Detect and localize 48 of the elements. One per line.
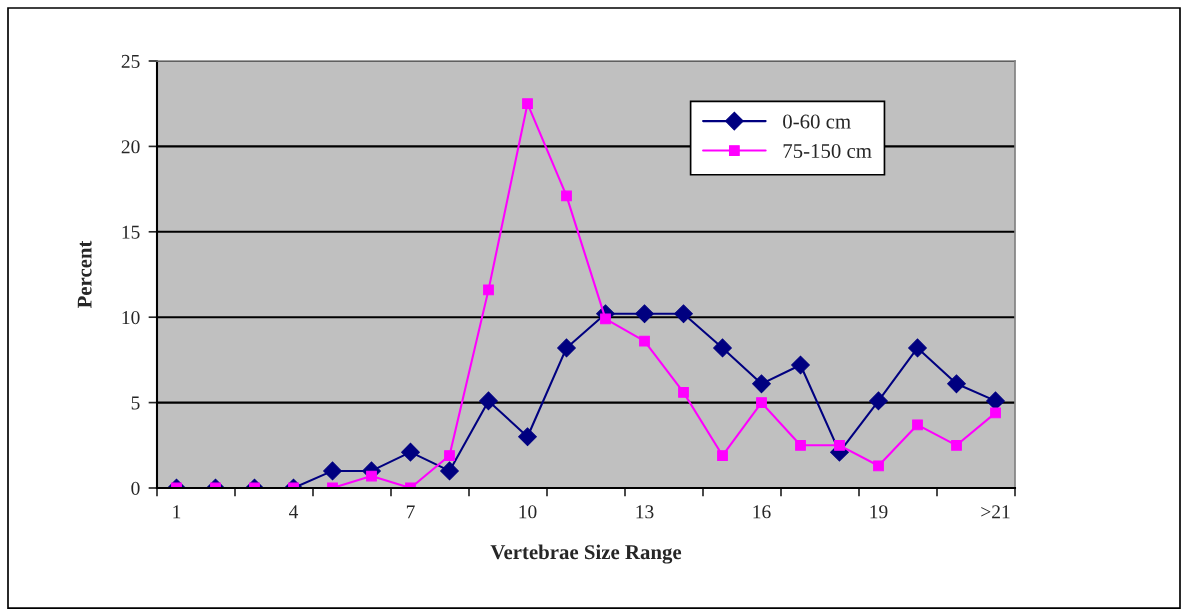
point bbox=[483, 284, 494, 296]
x-tick-label: 10 bbox=[519, 505, 537, 519]
legend-label: 75-150 cm bbox=[783, 143, 872, 159]
x-tick-label: 16 bbox=[753, 505, 771, 519]
y-tick-label: 20 bbox=[121, 140, 140, 154]
y-tick-label: 0 bbox=[131, 481, 140, 495]
point bbox=[717, 450, 728, 461]
point bbox=[674, 304, 693, 324]
point bbox=[444, 450, 455, 461]
point bbox=[479, 391, 498, 411]
point bbox=[752, 374, 771, 394]
x-tick-label: 13 bbox=[636, 505, 654, 519]
y-axis-title: Percent bbox=[77, 240, 92, 309]
y-tick-label: 5 bbox=[131, 396, 140, 410]
point bbox=[323, 461, 342, 481]
x-axis-title: Vertebrae Size Range bbox=[490, 544, 682, 564]
point bbox=[561, 190, 572, 202]
y-tick-label: 10 bbox=[122, 311, 140, 325]
y-tick-label: 15 bbox=[122, 225, 140, 239]
point bbox=[600, 313, 611, 325]
x-tick-label: >21 bbox=[981, 505, 1010, 519]
point bbox=[908, 338, 927, 358]
x-tick-label: 19 bbox=[870, 505, 888, 519]
point bbox=[518, 427, 537, 447]
point bbox=[791, 355, 810, 375]
point bbox=[834, 439, 845, 451]
point bbox=[795, 439, 806, 451]
x-tick-label: 4 bbox=[289, 505, 299, 519]
legend-label: 0-60 cm bbox=[783, 114, 851, 129]
point bbox=[635, 304, 654, 324]
point bbox=[366, 470, 377, 482]
point bbox=[947, 374, 966, 394]
point bbox=[713, 338, 732, 358]
point bbox=[639, 335, 650, 347]
point bbox=[756, 397, 767, 408]
point bbox=[401, 442, 420, 462]
point bbox=[522, 98, 533, 110]
y-tick-label: 25 bbox=[121, 54, 140, 68]
point bbox=[557, 338, 576, 358]
point bbox=[912, 419, 923, 431]
point bbox=[678, 386, 689, 398]
point bbox=[873, 460, 884, 472]
x-tick-label: 1 bbox=[173, 505, 181, 519]
point bbox=[440, 461, 459, 481]
point bbox=[869, 391, 888, 411]
x-tick-label: 7 bbox=[406, 505, 415, 519]
point bbox=[990, 407, 1001, 419]
point bbox=[951, 439, 962, 451]
